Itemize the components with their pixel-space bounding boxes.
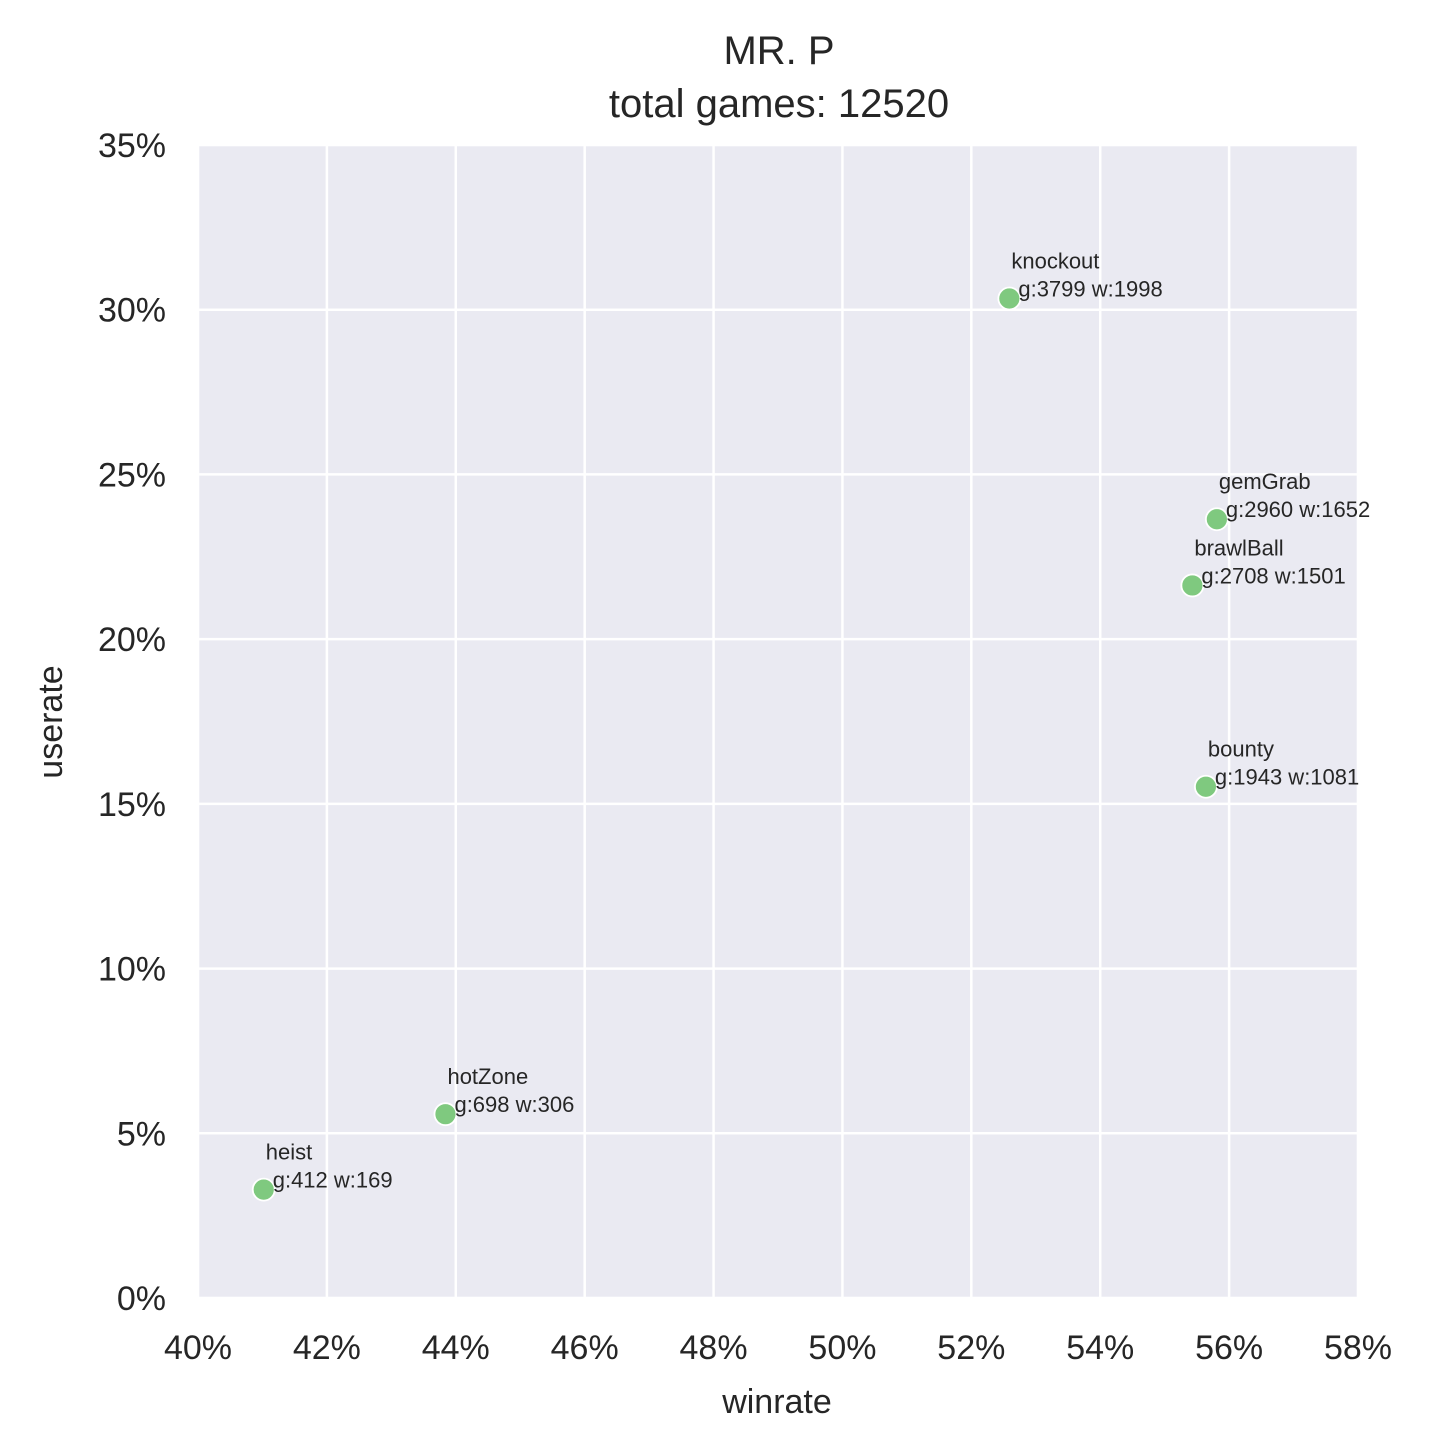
grid-lines <box>196 143 1360 1300</box>
scatter-marker <box>1204 507 1229 532</box>
point-stats-label: g:1943 w:1081 <box>1215 765 1359 790</box>
tick-labels: 40% 42% 44% 46% 48% 50% 52% 54% 56% 58% 0% 5% 10% 15%… <box>98 127 1392 1367</box>
data-point-hotZone: hotZone g:698 w:306 <box>433 1064 574 1127</box>
data-point-heist: heist g:412 w:169 <box>251 1140 393 1202</box>
point-name-label: hotZone <box>447 1064 528 1089</box>
point-stats-label: g:2960 w:1652 <box>1226 497 1370 522</box>
scatter-marker <box>1194 774 1218 799</box>
data-point-bounty: bounty g:1943 w:1081 <box>1194 737 1359 799</box>
x-tick-label: 42% <box>293 1329 361 1367</box>
y-tick-label: 10% <box>98 951 166 989</box>
point-stats-label: g:3799 w:1998 <box>1018 277 1162 302</box>
data-point-knockout: knockout g:3799 w:1998 <box>997 249 1163 311</box>
scatter-marker <box>433 1102 458 1127</box>
point-name-label: brawlBall <box>1194 535 1283 560</box>
y-tick-label: 0% <box>117 1280 166 1318</box>
point-name-label: gemGrab <box>1219 469 1311 494</box>
plot-area <box>198 145 1358 1298</box>
x-tick-label: 54% <box>1066 1329 1134 1367</box>
point-name-label: knockout <box>1011 249 1099 274</box>
x-tick-label: 46% <box>551 1329 619 1367</box>
y-tick-label: 5% <box>117 1115 166 1153</box>
x-axis-label: winrate <box>721 1383 832 1421</box>
scatter-marker <box>1180 573 1205 598</box>
x-tick-label: 40% <box>164 1329 232 1367</box>
data-points: knockout g:3799 w:1998 gemGrab g:2960 w:165… <box>251 249 1370 1202</box>
point-name-label: heist <box>266 1140 312 1165</box>
x-tick-label: 58% <box>1324 1329 1392 1367</box>
y-tick-label: 35% <box>98 127 166 165</box>
point-stats-label: g:698 w:306 <box>454 1092 574 1117</box>
point-name-label: bounty <box>1208 737 1274 762</box>
x-tick-label: 48% <box>680 1329 748 1367</box>
y-axis-label: userate <box>32 665 70 778</box>
data-point-brawlBall: brawlBall g:2708 w:1501 <box>1180 535 1346 598</box>
x-tick-label: 44% <box>422 1329 490 1367</box>
y-tick-label: 20% <box>98 621 166 659</box>
scatter-marker <box>251 1177 276 1202</box>
x-tick-label: 56% <box>1195 1329 1263 1367</box>
point-stats-label: g:412 w:169 <box>273 1168 393 1193</box>
x-tick-label: 52% <box>937 1329 1005 1367</box>
scatter-marker <box>997 286 1022 311</box>
data-point-gemGrab: gemGrab g:2960 w:1652 <box>1204 469 1370 532</box>
x-tick-label: 50% <box>808 1329 876 1367</box>
y-tick-label: 25% <box>98 456 166 494</box>
y-tick-label: 30% <box>98 292 166 330</box>
chart-subtitle: total games: 12520 <box>609 82 949 126</box>
chart-title: MR. P <box>723 29 834 73</box>
y-tick-label: 15% <box>98 786 166 824</box>
point-stats-label: g:2708 w:1501 <box>1201 563 1345 588</box>
